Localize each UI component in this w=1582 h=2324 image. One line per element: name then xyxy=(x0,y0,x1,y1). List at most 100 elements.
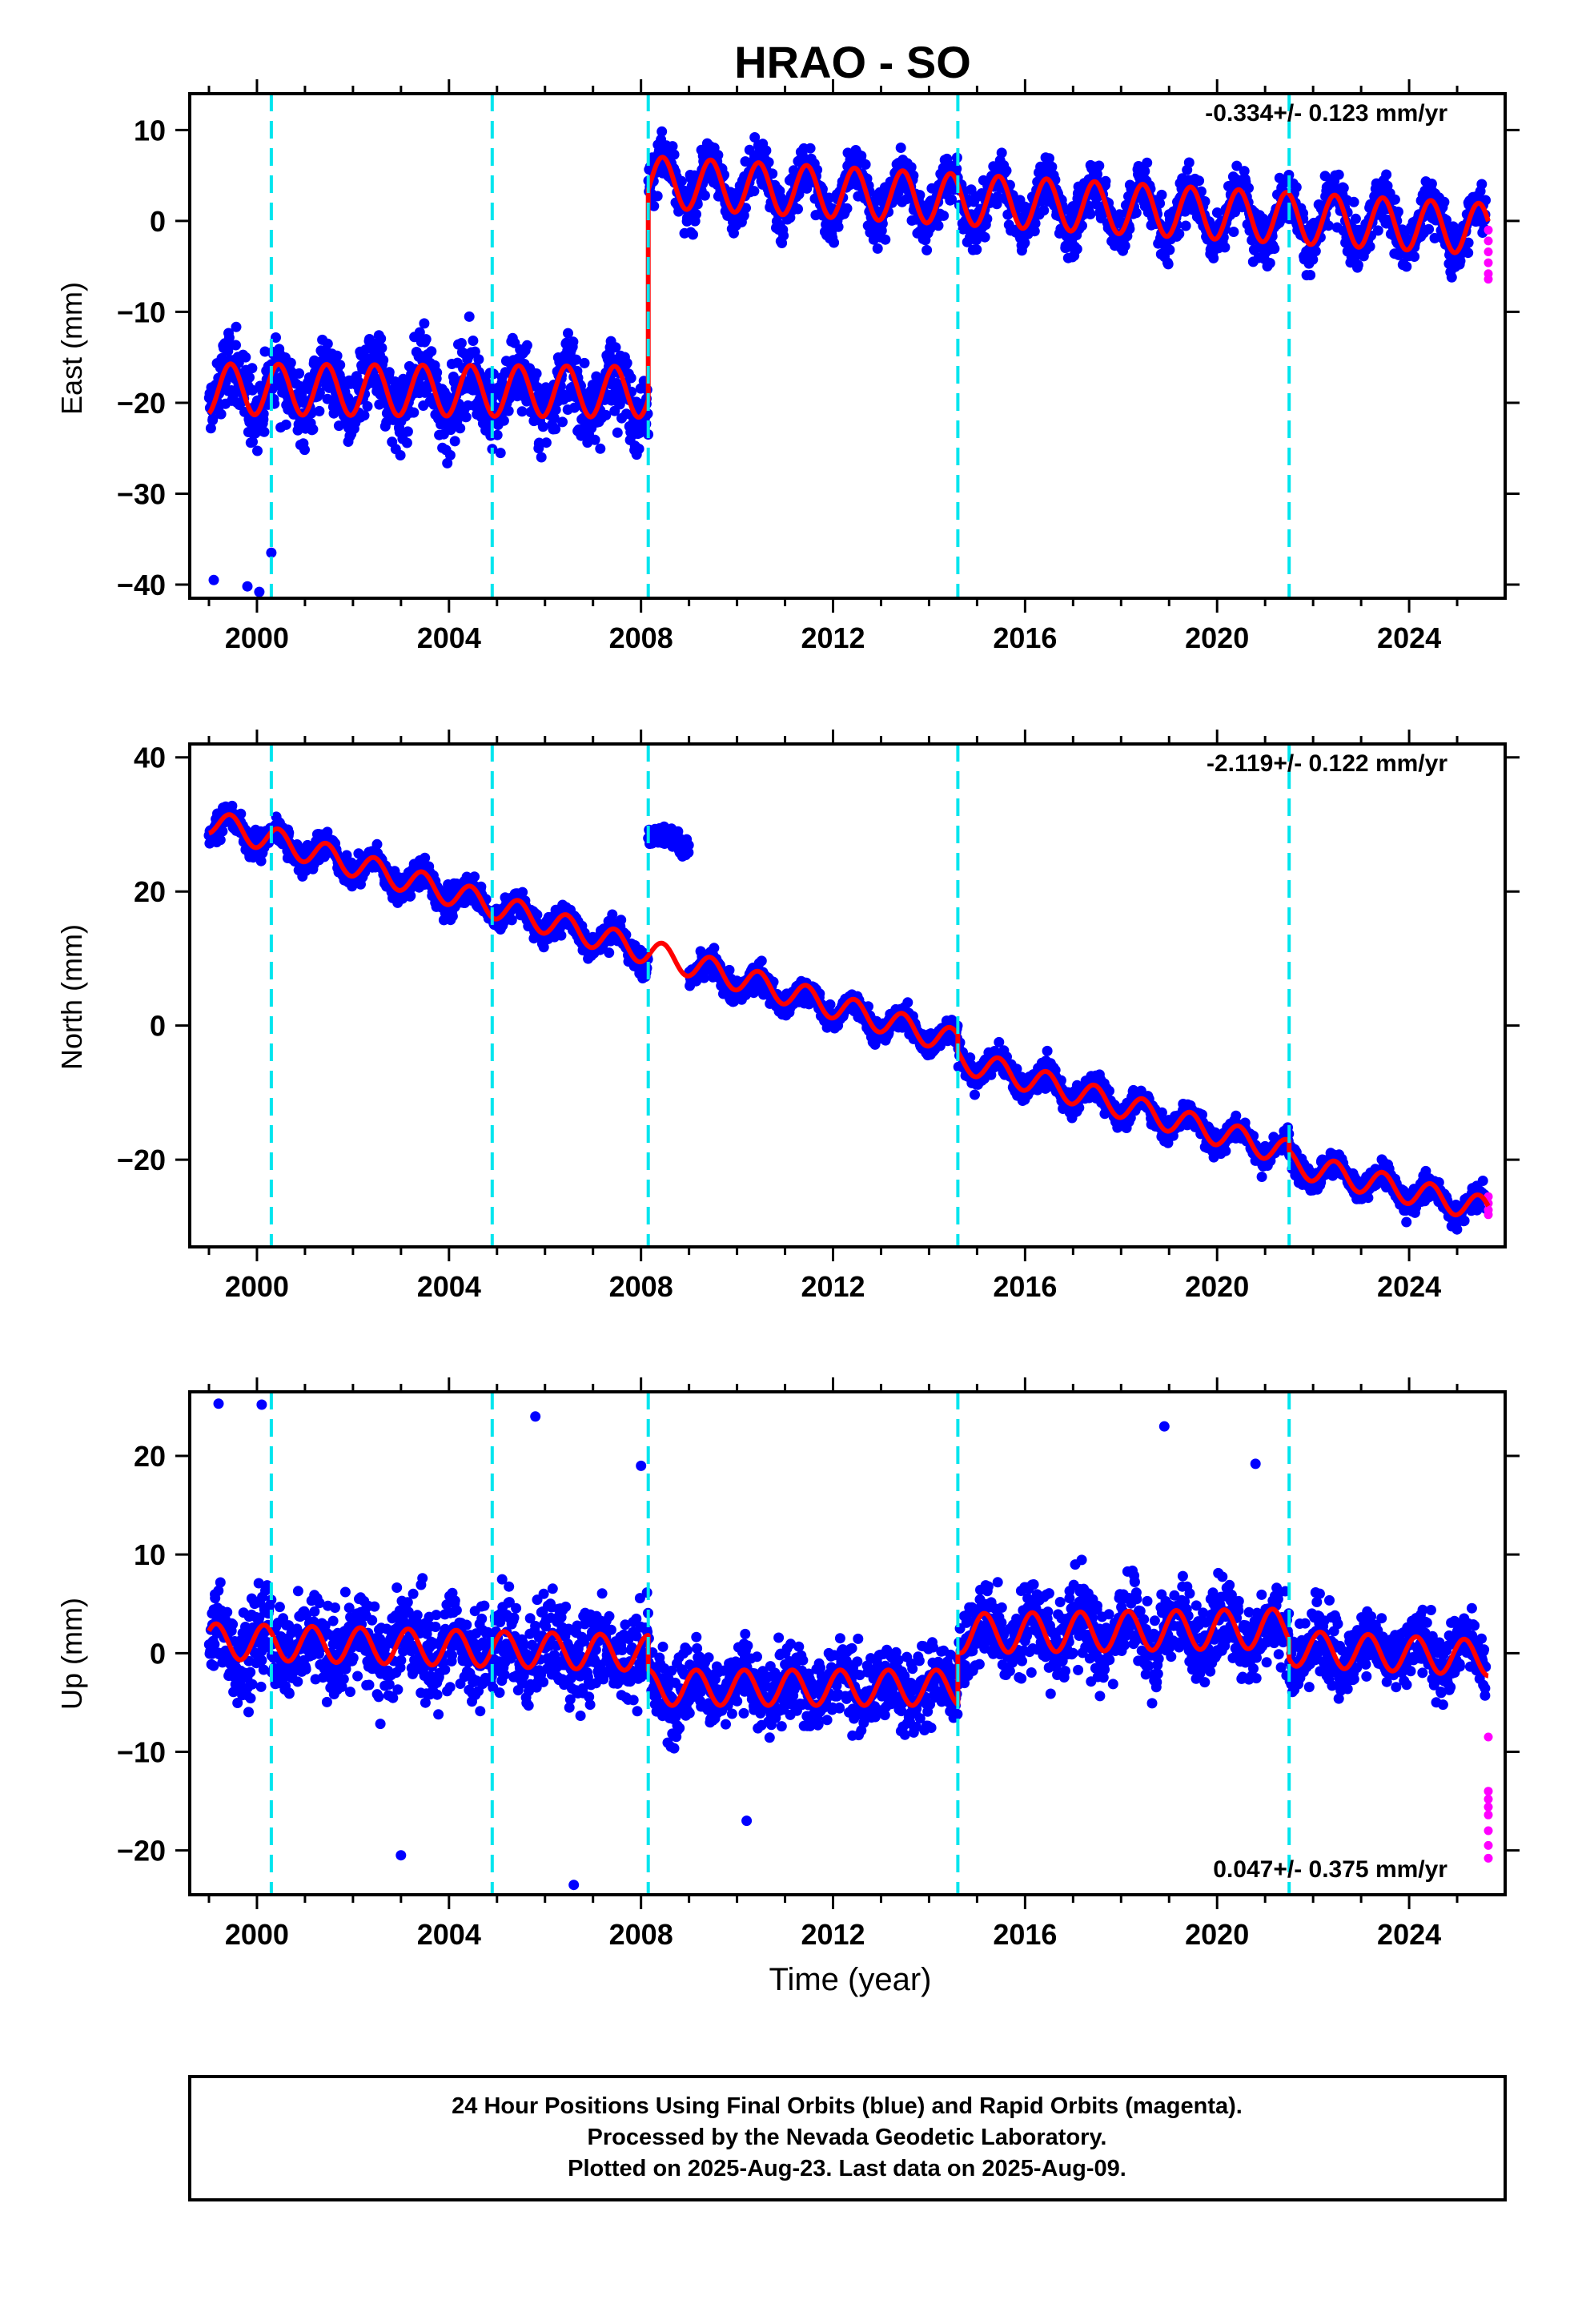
east-final-orbit-point xyxy=(749,186,760,197)
north-final-orbit-point xyxy=(709,943,720,954)
east-final-orbit-point xyxy=(793,203,803,215)
east-final-orbit-point xyxy=(1219,242,1231,253)
north-final-orbit-point xyxy=(556,930,567,941)
north-final-orbit-point xyxy=(447,911,458,922)
east-final-orbit-point xyxy=(1194,175,1205,187)
east-final-orbit-point xyxy=(548,412,560,424)
east-final-orbit-point xyxy=(314,405,325,416)
east-final-orbit-point xyxy=(460,412,472,423)
east-y-tick-label: −30 xyxy=(117,478,166,511)
east-x-tick-label: 2004 xyxy=(417,621,481,654)
east-final-orbit-point xyxy=(402,426,413,437)
east-final-orbit-point xyxy=(401,437,412,448)
east-rate-label: -0.334+/- 0.123 mm/yr xyxy=(1205,100,1447,127)
east-final-orbit-point xyxy=(1401,261,1412,272)
east-final-orbit-point xyxy=(1372,225,1383,236)
east-y-tick-label: −40 xyxy=(117,569,166,601)
east-final-orbit-point xyxy=(996,147,1007,159)
east-final-orbit-point xyxy=(215,408,227,420)
north-final-orbit-point xyxy=(970,1089,980,1100)
east-final-orbit-point xyxy=(571,354,582,365)
east-final-orbit-point xyxy=(1338,183,1349,194)
east-final-orbit-point xyxy=(207,413,219,424)
east-final-orbit-point xyxy=(228,388,239,400)
east-outlier-point xyxy=(254,586,265,597)
east-rapid-orbit-point xyxy=(1484,275,1493,284)
east-final-orbit-point xyxy=(322,338,333,349)
east-final-orbit-point xyxy=(880,234,891,245)
east-final-orbit-point xyxy=(444,449,456,460)
east-final-orbit-point xyxy=(1423,223,1435,235)
east-x-tick-label: 2016 xyxy=(993,621,1057,654)
east-final-orbit-point xyxy=(1310,246,1321,257)
east-final-orbit-point xyxy=(805,143,816,154)
east-final-orbit-point xyxy=(375,333,387,344)
east-final-orbit-point xyxy=(1085,208,1096,219)
east-final-orbit-point xyxy=(1071,243,1082,255)
east-final-orbit-point xyxy=(307,424,319,435)
east-final-orbit-point xyxy=(359,410,370,421)
north-final-orbit-point xyxy=(756,955,767,967)
east-final-orbit-point xyxy=(205,423,216,434)
east-final-orbit-point xyxy=(521,340,532,351)
east-final-orbit-point xyxy=(633,444,644,454)
east-x-tick-label: 2000 xyxy=(225,621,289,654)
east-final-orbit-point xyxy=(259,426,270,437)
east-final-orbit-point xyxy=(1001,165,1012,176)
east-final-orbit-point xyxy=(1038,205,1050,216)
east-final-orbit-point xyxy=(331,350,343,361)
east-final-orbit-point xyxy=(294,368,305,379)
east-final-orbit-point xyxy=(456,338,467,348)
east-final-orbit-point xyxy=(761,145,772,156)
east-final-orbit-point xyxy=(938,210,950,221)
east-final-orbit-point xyxy=(362,400,373,412)
east-final-orbit-point xyxy=(1476,179,1488,190)
east-final-orbit-point xyxy=(1243,183,1254,194)
east-y-tick-label: −20 xyxy=(117,387,166,420)
east-final-orbit-point xyxy=(833,221,844,232)
east-final-orbit-point xyxy=(1305,270,1316,280)
east-final-orbit-point xyxy=(895,143,906,153)
east-final-orbit-point xyxy=(550,404,561,416)
north-final-orbit-point xyxy=(825,999,836,1010)
east-final-orbit-point xyxy=(569,402,580,413)
east-final-orbit-point xyxy=(247,384,258,396)
east-final-orbit-point xyxy=(568,336,579,348)
east-final-orbit-point xyxy=(314,387,325,398)
east-final-orbit-point xyxy=(699,190,710,201)
east-y-axis-label: East (mm) xyxy=(55,282,88,415)
east-final-orbit-point xyxy=(537,421,548,432)
east-final-orbit-point xyxy=(414,327,425,338)
east-final-orbit-point xyxy=(259,346,271,357)
east-final-orbit-point xyxy=(1463,247,1474,259)
east-x-tick-label: 2024 xyxy=(1377,621,1441,654)
east-final-orbit-point xyxy=(669,149,680,160)
east-final-orbit-point xyxy=(244,372,255,383)
north-final-orbit-point xyxy=(604,947,615,959)
east-final-orbit-point xyxy=(872,243,883,254)
east-final-orbit-point xyxy=(1439,196,1450,207)
east-x-tick-label: 2008 xyxy=(609,621,673,654)
east-final-orbit-point xyxy=(1180,220,1191,231)
east-final-orbit-point xyxy=(1323,220,1334,231)
east-final-orbit-point xyxy=(364,334,375,344)
east-final-orbit-point xyxy=(335,360,346,371)
east-final-orbit-point xyxy=(495,448,506,459)
east-final-orbit-point xyxy=(426,346,437,357)
east-final-orbit-point xyxy=(1174,228,1185,239)
east-final-orbit-point xyxy=(563,328,573,339)
east-rapid-orbit-point xyxy=(1484,258,1493,267)
east-final-orbit-point xyxy=(395,450,406,460)
east-final-orbit-point xyxy=(498,415,509,426)
east-final-orbit-point xyxy=(468,336,479,346)
east-final-orbit-point xyxy=(676,175,687,187)
east-outlier-point xyxy=(208,574,219,585)
east-final-orbit-point xyxy=(473,354,484,365)
east-outlier-point xyxy=(242,581,253,592)
east-final-orbit-point xyxy=(1164,244,1175,255)
north-final-orbit-point xyxy=(215,834,226,846)
north-final-orbit-point xyxy=(902,997,913,1008)
east-final-orbit-point xyxy=(449,436,460,447)
north-final-orbit-point xyxy=(506,915,517,926)
east-final-orbit-point xyxy=(1100,175,1111,187)
